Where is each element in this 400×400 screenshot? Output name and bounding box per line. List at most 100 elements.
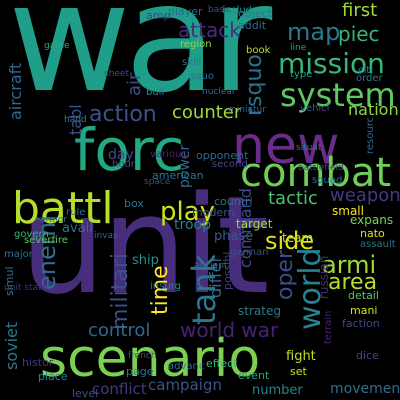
word-govern: govern <box>14 229 49 240</box>
word-game: game <box>44 41 70 51</box>
word-bull: bull <box>146 87 165 98</box>
word-countri: countri <box>214 195 253 208</box>
word-citi: citi <box>358 65 373 76</box>
word-ship: ship <box>132 253 159 268</box>
word-situat: situat <box>296 143 322 153</box>
word-various: various <box>150 149 187 160</box>
word-world-war: world war <box>180 318 279 342</box>
word-squo: squo <box>190 71 215 82</box>
word-aircraft: aircraft <box>6 62 25 120</box>
word-basic: basic <box>208 5 232 15</box>
word-team: team <box>282 231 314 245</box>
word-mission: mission <box>278 47 385 80</box>
word-vehicl: vehicl <box>300 103 330 114</box>
word-battl: battl <box>12 183 114 234</box>
word-second: second <box>212 159 248 170</box>
word-line: line <box>290 43 307 53</box>
word-german: german <box>230 247 269 258</box>
word-weapon: weapon <box>330 185 400 206</box>
word-severfire: severfire <box>24 235 68 246</box>
word-rule: rule <box>66 207 86 218</box>
word-number: number <box>252 383 303 398</box>
word-detail: detail <box>348 289 379 302</box>
word-skill: skill <box>182 57 202 68</box>
word-map: map <box>287 18 341 46</box>
word-nation: nation <box>348 100 399 119</box>
word-amp: amp <box>146 9 171 22</box>
word-book: book <box>246 45 271 56</box>
word-dice: dice <box>356 349 379 362</box>
word-campaign: campaign <box>148 376 222 394</box>
word-hand: hand <box>64 115 87 125</box>
word-american: american <box>152 169 204 182</box>
word-histor: histor <box>22 356 54 369</box>
word-opponent: opponent <box>196 149 249 162</box>
word-french: french <box>128 351 157 361</box>
word-side: side <box>265 227 315 255</box>
word-scenario: scenario <box>40 329 261 389</box>
word-region: region <box>180 39 212 50</box>
word-combat: combat <box>240 150 392 196</box>
word-nuclear: nuclear <box>202 87 236 97</box>
word-addit: addit <box>238 19 267 32</box>
word-battlefield: battlefield <box>298 163 344 173</box>
word-insurg: insurg <box>150 281 181 292</box>
word-target: target <box>236 217 273 231</box>
word-page: page <box>126 365 154 378</box>
word-war: war <box>8 0 272 126</box>
word-small: small <box>332 204 364 218</box>
word-event: event <box>238 369 270 382</box>
word-russian: russian <box>317 255 331 299</box>
word-player: player <box>168 5 203 18</box>
word-miniatur: miniatur <box>228 105 266 115</box>
word-play: play <box>160 197 216 227</box>
word-armi: armi <box>322 251 377 279</box>
word-invas: invas <box>94 231 118 241</box>
word-order: order <box>356 73 383 84</box>
word-faction: faction <box>342 317 380 330</box>
word-place: place <box>38 370 68 383</box>
word-armor: armor <box>40 215 68 225</box>
word-piec: piec <box>338 22 380 46</box>
word-object: object <box>238 7 272 20</box>
word-day: day <box>108 147 134 163</box>
word-level: level <box>72 387 99 400</box>
word-hour: hour <box>112 159 135 170</box>
word-oper: oper <box>273 249 298 300</box>
word-assault: assault <box>360 239 396 250</box>
word-tactic: tactic <box>268 188 318 209</box>
word-strateg: strateg <box>238 304 281 318</box>
word-sheet: sheet <box>104 69 129 79</box>
word-unit-state: unit state <box>4 283 48 293</box>
word-avail: avail <box>62 221 93 236</box>
word-includ: includ <box>222 5 253 16</box>
word-mani: mani <box>350 304 378 317</box>
word-counter: counter <box>172 102 242 123</box>
word-space: space <box>144 177 171 187</box>
word-militari: militari <box>108 252 133 330</box>
word-box: box <box>124 197 144 210</box>
word-terrain: terrain <box>323 310 334 344</box>
word-set: set <box>290 365 307 378</box>
word-action: action <box>89 102 157 127</box>
word-nato: nato <box>360 227 385 240</box>
word-attack: attack <box>178 18 241 42</box>
word-soviet: soviet <box>2 321 21 370</box>
word-expans: expans <box>350 213 394 227</box>
word-modern: modern <box>192 206 235 219</box>
word-advanc: advanc <box>168 361 205 372</box>
word-movement: movement <box>330 381 400 397</box>
word-type: type <box>290 69 313 80</box>
word-squad: squad <box>312 175 343 186</box>
word-resourc: resourc <box>365 116 376 154</box>
word-area: area <box>328 270 378 295</box>
word-system: system <box>280 76 396 114</box>
word-troop: troop <box>174 217 211 233</box>
word-new: new <box>232 116 340 176</box>
word-ancient: ancient <box>194 261 228 271</box>
word-phase: phase <box>214 229 254 244</box>
word-enemi: enemi <box>33 215 61 290</box>
word-first: first <box>342 0 378 21</box>
word-conflict: conflict <box>92 380 147 398</box>
